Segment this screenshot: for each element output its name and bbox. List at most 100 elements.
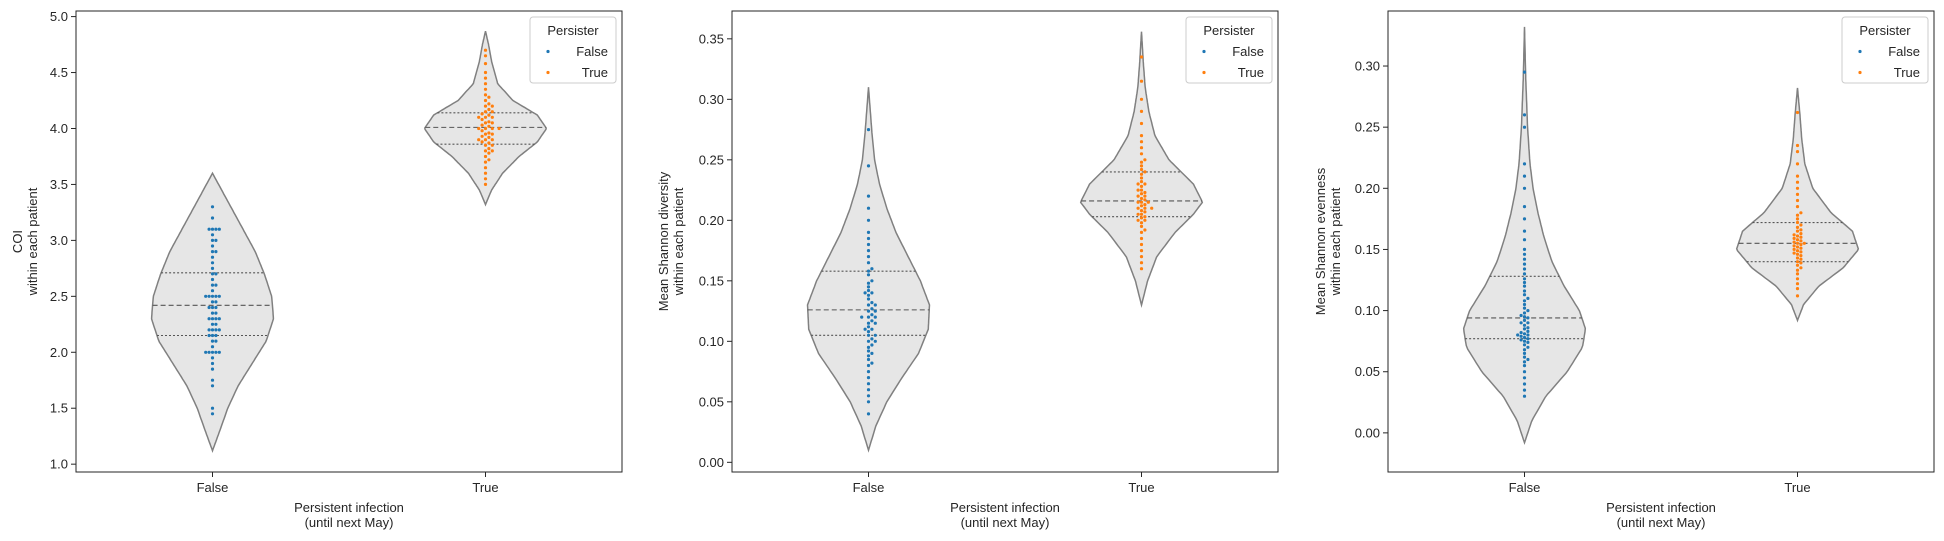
swarm-point-false (210, 350, 215, 354)
swarm-point-true (1795, 150, 1800, 154)
swarm-point-true (483, 54, 488, 58)
swarm-point-false (1522, 280, 1527, 285)
swarm-point-true (1139, 180, 1144, 184)
swarm-point-false (1522, 293, 1527, 297)
swarm-point-true (487, 124, 491, 128)
swarm-point-true (1139, 204, 1144, 208)
swarm-point-true (1795, 238, 1800, 242)
swarm-point-false (207, 317, 211, 321)
swarm-point-true (1143, 228, 1147, 232)
swarm-point-true (1795, 234, 1800, 238)
y-tick-label: 0.15 (1355, 242, 1380, 257)
swarm-point-true (490, 115, 494, 119)
y-tick-label: 2.5 (50, 289, 68, 304)
swarm-point-false (870, 327, 874, 331)
swarm-point-true (1139, 249, 1144, 253)
swarm-point-true (480, 117, 484, 122)
swarm-point-false (1526, 321, 1530, 325)
swarm-point-true (483, 138, 488, 142)
swarm-point-false (1526, 340, 1530, 344)
swarm-point-false (870, 337, 874, 341)
swarm-point-true (1795, 260, 1800, 264)
violin-false (1462, 26, 1587, 446)
swarm-point-false (1522, 277, 1527, 281)
swarm-point-false (866, 281, 871, 285)
swarm-point-true (483, 182, 488, 186)
swarm-point-true (1795, 241, 1800, 245)
swarm-point-true (490, 143, 494, 147)
swarm-point-false (210, 244, 215, 248)
swarm-point-false (210, 328, 215, 332)
y-tick-label: 4.0 (50, 121, 68, 136)
y-tick-label: 0.15 (699, 273, 724, 288)
swarm-point-false (210, 333, 215, 338)
x-tick-label: False (853, 480, 885, 495)
swarm-point-true (1799, 254, 1803, 258)
swarm-point-true (1799, 235, 1803, 239)
swarm-point-true (477, 126, 481, 131)
chart-panel-2: 0.00 0.05 0.10 0.15 0.20 0.25 0.30 0.35 False Tru… (656, 10, 1279, 530)
swarm-point-true (1795, 110, 1800, 115)
swarm-point-false (866, 293, 871, 297)
swarm-point-true (1139, 212, 1144, 216)
swarm-point-true (1795, 174, 1800, 178)
swarm-point-false (866, 309, 871, 313)
swarm-point-false (1519, 321, 1523, 325)
swarm-point-true (1139, 261, 1144, 265)
y-tick-label: 4.5 (50, 65, 68, 80)
swarm-point-false (210, 322, 215, 326)
swarm-point-false (866, 357, 871, 362)
swarm-point-false (870, 351, 874, 355)
swarm-point-true (1799, 223, 1803, 227)
swarm-point-false (1522, 186, 1527, 190)
swarm-point-false (1522, 125, 1527, 129)
swarm-point-false (210, 233, 215, 237)
swarm-point-false (1522, 238, 1527, 242)
swarm-point-false (210, 384, 215, 388)
swarm-point-true (490, 126, 494, 131)
y-tick-label: 0.10 (1355, 303, 1380, 318)
swarm-point-false (210, 305, 215, 310)
swarm-point-true (1795, 162, 1800, 166)
legend-box (1841, 16, 1929, 84)
legend-entry-true: True (1238, 65, 1264, 80)
swarm-point-true (1795, 294, 1800, 298)
swarm-point-true (1795, 263, 1800, 267)
swarm-point-false (1522, 267, 1527, 271)
swarm-point-false (866, 303, 871, 307)
swarm-point-true (1139, 184, 1144, 188)
swarm-point-true (487, 102, 491, 106)
violin-false (806, 87, 931, 453)
swarm-point-false (866, 128, 871, 132)
swarm-point-true (1139, 188, 1144, 192)
swarm-point-true (1143, 170, 1147, 174)
y-tick-label: 0.30 (1355, 59, 1380, 74)
swarm-point-false (866, 194, 871, 198)
y-tick-label: 0.25 (1355, 120, 1380, 135)
swarm-point-false (1522, 247, 1527, 251)
swarm-point-true (483, 177, 488, 181)
swarm-point-true (483, 110, 488, 114)
swarm-point-true (1139, 192, 1144, 196)
swarm-point-false (214, 283, 218, 287)
swarm-point-false (1526, 309, 1530, 313)
swarm-point-false (217, 317, 221, 321)
swarm-point-false (1519, 331, 1523, 335)
swarm-point-true (1139, 140, 1144, 144)
swarm-point-false (873, 333, 877, 337)
swarm-point-false (210, 283, 215, 287)
swarm-point-true (1143, 206, 1147, 210)
swarm-point-false (1522, 327, 1527, 331)
swarm-point-false (1516, 333, 1520, 337)
swarm-point-true (1139, 216, 1144, 220)
y-tick-label: 1.5 (50, 401, 68, 416)
swarm-point-true (483, 166, 488, 170)
swarm-point-false (1526, 333, 1530, 337)
legend-entry-false: False (1232, 44, 1264, 59)
swarm-point-true (1139, 196, 1144, 201)
swarm-point-false (214, 300, 218, 304)
swarm-point-false (210, 277, 215, 282)
swarm-point-false (866, 230, 871, 234)
swarm-point-true (483, 149, 488, 153)
